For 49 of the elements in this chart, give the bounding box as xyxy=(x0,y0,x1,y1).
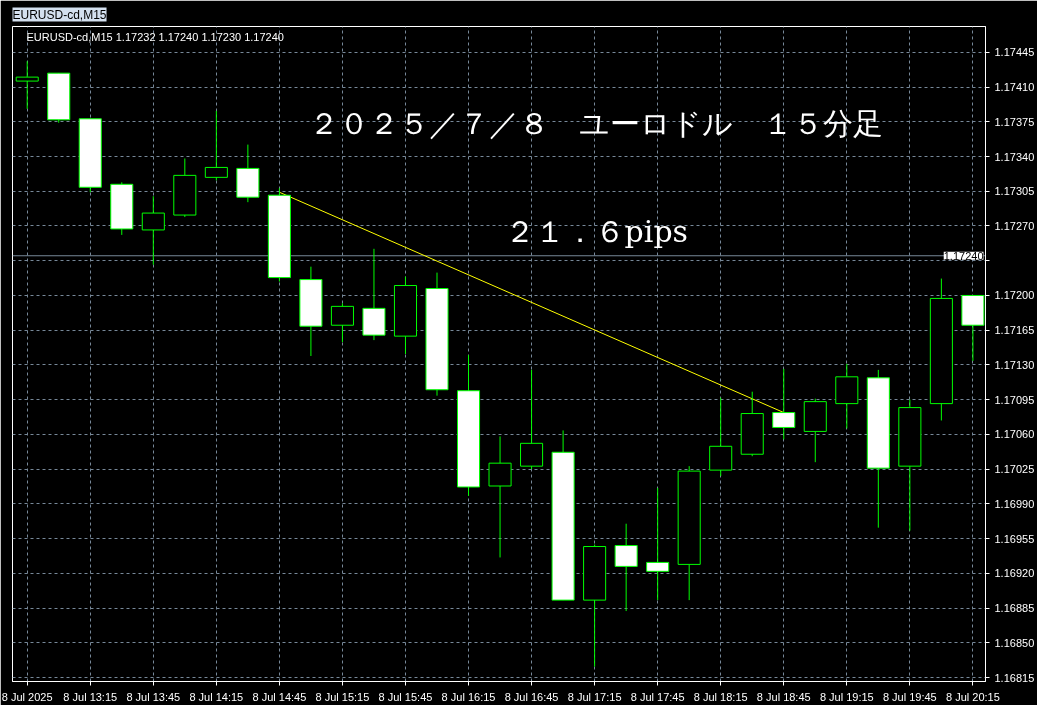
candlestick xyxy=(15,60,39,110)
y-tick-label: 1.17025 xyxy=(994,463,1035,476)
candlestick xyxy=(772,368,796,440)
x-tick-label: 8 Jul 14:15 xyxy=(189,690,244,703)
x-tick-label: 8 Jul 16:15 xyxy=(441,690,496,703)
x-tick-label: 8 Jul 14:45 xyxy=(252,690,307,703)
x-tick-label: 8 Jul 13:45 xyxy=(126,690,181,703)
x-tick-label: 8 Jul 17:15 xyxy=(567,690,622,703)
x-tick-label: 8 Jul 2025 xyxy=(1,690,53,703)
y-tick-label: 1.17270 xyxy=(994,219,1035,232)
y-tick-label: 1.17445 xyxy=(994,46,1035,59)
x-tick-label: 8 Jul 16:45 xyxy=(504,690,559,703)
candlestick xyxy=(646,487,670,601)
x-tick-label: 8 Jul 15:45 xyxy=(378,690,433,703)
candlestick xyxy=(709,397,733,477)
y-tick-label: 1.16955 xyxy=(994,532,1035,545)
y-tick-label: 1.16815 xyxy=(994,671,1035,684)
annotation: ２１．６pips xyxy=(504,214,689,250)
y-tick-label: 1.17130 xyxy=(994,358,1035,371)
candlestick xyxy=(614,523,638,612)
y-tick-label: 1.17060 xyxy=(994,428,1035,441)
y-tick-label: 1.16990 xyxy=(994,497,1035,510)
y-tick-label: 1.16920 xyxy=(994,567,1035,580)
y-tick-label: 1.17340 xyxy=(994,150,1035,163)
x-tick-label: 8 Jul 15:15 xyxy=(315,690,370,703)
ref-line-label: 1.17240 xyxy=(943,249,984,262)
y-tick-label: 1.17095 xyxy=(994,393,1035,406)
x-tick-label: 8 Jul 18:15 xyxy=(693,690,748,703)
y-tick-label: 1.17305 xyxy=(994,185,1035,198)
x-tick-label: 8 Jul 19:15 xyxy=(819,690,874,703)
chart-title: EURUSD-cd,M15 xyxy=(12,7,107,22)
y-tick-label: 1.17200 xyxy=(994,289,1035,302)
chart-subtitle: EURUSD-cd,M15 1.17232 1.17240 1.17230 1.17240 xyxy=(26,30,284,43)
y-tick-label: 1.16885 xyxy=(994,602,1035,615)
y-tick-label: 1.16850 xyxy=(994,636,1035,649)
candlestick xyxy=(330,302,354,343)
x-tick-label: 8 Jul 13:15 xyxy=(63,690,118,703)
candlestick xyxy=(520,369,544,470)
y-tick-label: 1.17165 xyxy=(994,324,1035,337)
candlestick xyxy=(204,110,228,181)
x-tick-label: 8 Jul 18:45 xyxy=(756,690,811,703)
y-tick-label: 1.17410 xyxy=(994,81,1035,94)
y-tick-label: 1.17375 xyxy=(994,115,1035,128)
x-tick-label: 8 Jul 19:45 xyxy=(882,690,937,703)
x-tick-label: 8 Jul 17:45 xyxy=(630,690,685,703)
annotation: ２０２５／７／８ ユーロドル １５分足 xyxy=(309,105,884,141)
candlestick xyxy=(141,195,165,266)
candlestick xyxy=(488,435,512,558)
x-tick-label: 8 Jul 20:15 xyxy=(945,690,1000,703)
